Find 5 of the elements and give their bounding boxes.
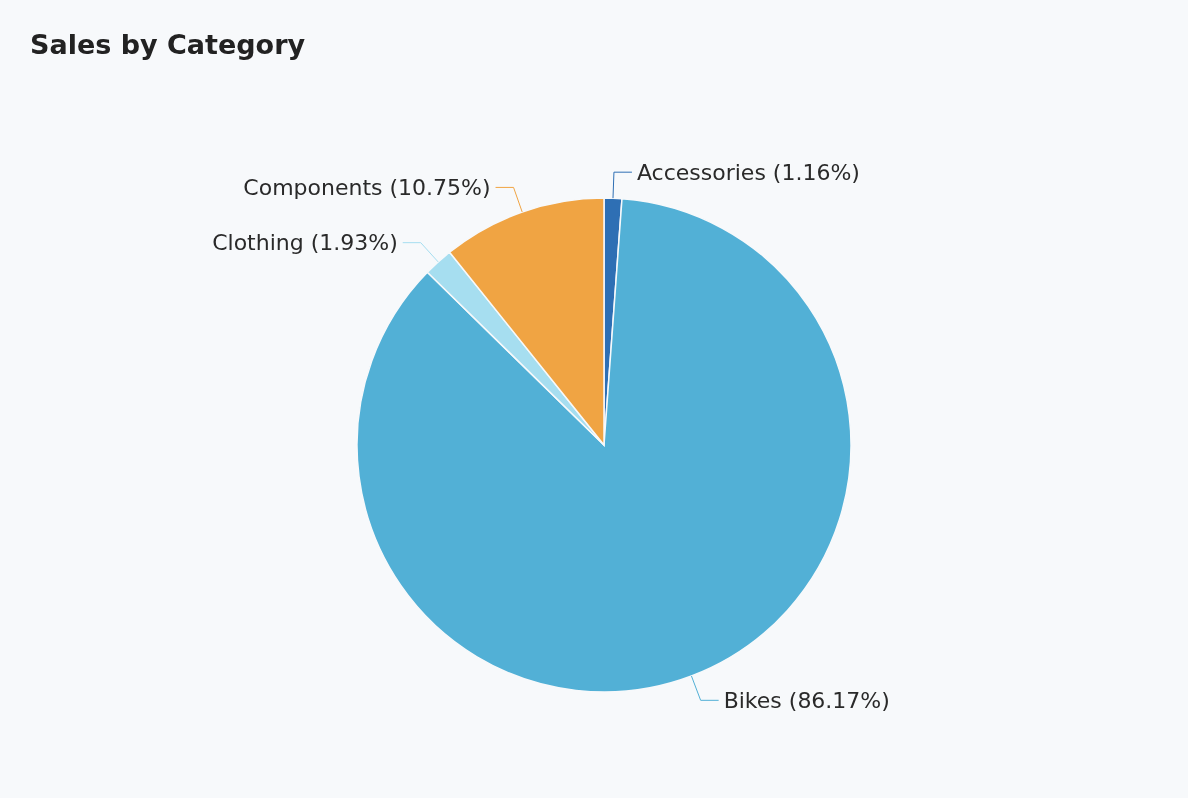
slice-label: Clothing (1.93%) bbox=[212, 230, 398, 256]
chart-title: Sales by Category bbox=[30, 29, 306, 60]
slice-label: Components (10.75%) bbox=[243, 175, 491, 201]
slice-label: Bikes (86.17%) bbox=[723, 688, 890, 714]
slice-label: Accessories (1.16%) bbox=[636, 159, 860, 185]
